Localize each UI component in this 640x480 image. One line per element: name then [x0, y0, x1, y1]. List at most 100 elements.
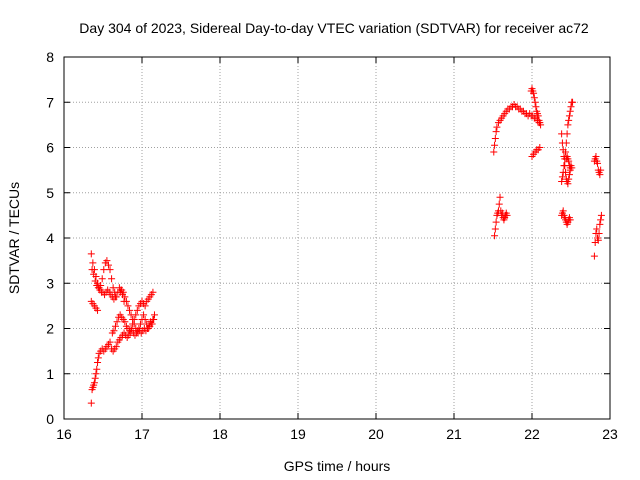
y-tick-label: 8: [46, 49, 54, 65]
series-arc-j: [491, 193, 511, 240]
y-tick-label: 6: [46, 140, 54, 156]
series-arc-p: [590, 153, 605, 179]
x-tick-label: 16: [56, 426, 72, 442]
data-point: [567, 103, 575, 111]
y-tick-label: 1: [46, 366, 54, 382]
data-point: [491, 134, 499, 142]
data-point: [147, 320, 155, 328]
data-point: [98, 275, 106, 283]
data-point: [91, 374, 99, 382]
data-point: [111, 293, 119, 301]
data-point: [492, 218, 500, 226]
y-tick-label: 7: [46, 94, 54, 110]
data-point: [565, 171, 573, 179]
data-point: [565, 112, 573, 120]
data-point: [495, 200, 503, 208]
data-point: [536, 119, 544, 127]
data-point: [566, 216, 574, 224]
x-axis-label: GPS time / hours: [284, 458, 391, 474]
series-arc-b: [87, 297, 102, 314]
data-point: [565, 157, 573, 165]
data-point: [127, 311, 135, 319]
y-tick-label: 3: [46, 275, 54, 291]
data-point: [112, 343, 120, 351]
data-point: [594, 236, 602, 244]
data-point: [94, 358, 102, 366]
data-point: [89, 259, 97, 267]
x-tick-label: 21: [446, 426, 462, 442]
data-point: [558, 173, 566, 181]
series-arc-f: [116, 286, 158, 335]
data-point: [536, 144, 544, 151]
data-point: [108, 275, 116, 283]
data-point: [590, 252, 598, 260]
data-point: [91, 277, 99, 285]
y-tick-label: 4: [46, 230, 54, 246]
data-point: [149, 315, 157, 323]
data-point: [113, 318, 121, 326]
data-point: [149, 288, 157, 296]
data-point: [121, 293, 129, 301]
data-point: [564, 121, 572, 129]
chart-title: Day 304 of 2023, Sidereal Day-to-day VTE…: [79, 20, 589, 36]
series-arc-i: [528, 144, 544, 161]
data-point: [531, 98, 539, 106]
y-axis-ticks: 0 1 2 3 4 5 6 7 8: [46, 49, 610, 427]
data-points: [87, 85, 605, 407]
data-point: [491, 225, 499, 233]
x-tick-label: 22: [524, 426, 540, 442]
data-point: [491, 232, 499, 240]
data-point: [87, 399, 95, 407]
data-point: [534, 112, 542, 120]
data-point: [93, 365, 101, 373]
data-point: [94, 354, 102, 362]
data-point: [104, 261, 112, 269]
data-point: [133, 306, 141, 314]
data-point: [562, 139, 570, 147]
data-point: [566, 164, 574, 172]
data-point: [565, 175, 573, 183]
data-point: [593, 225, 601, 233]
data-point: [129, 315, 137, 323]
data-point: [597, 216, 605, 224]
data-point: [493, 123, 501, 131]
x-tick-label: 20: [368, 426, 384, 442]
x-tick-label: 17: [134, 426, 150, 442]
x-tick-label: 19: [290, 426, 306, 442]
data-point: [530, 89, 538, 97]
data-point: [562, 148, 570, 156]
series-arc-l: [558, 98, 577, 185]
series-arc-c: [88, 266, 119, 303]
data-point: [140, 311, 148, 319]
data-point: [558, 177, 566, 185]
data-point: [141, 302, 149, 310]
data-point: [596, 171, 604, 179]
data-point: [565, 116, 573, 124]
data-point: [111, 322, 119, 330]
data-point: [491, 141, 499, 149]
data-point: [90, 379, 98, 387]
data-point: [106, 338, 114, 346]
data-point: [141, 315, 149, 323]
data-point: [566, 107, 574, 115]
data-point: [594, 159, 602, 167]
data-point: [119, 288, 127, 296]
data-point: [492, 128, 500, 136]
data-point: [592, 153, 600, 161]
series-arc-d: [87, 315, 158, 407]
data-point: [100, 266, 108, 274]
data-point: [530, 94, 538, 102]
data-point: [564, 180, 572, 188]
data-point: [597, 166, 605, 174]
data-point: [595, 229, 603, 237]
y-axis-label: SDTVAR / TECUs: [6, 182, 22, 294]
data-point: [563, 130, 571, 138]
series-arc-o: [590, 211, 605, 260]
data-point: [121, 318, 129, 326]
data-point: [87, 250, 95, 258]
data-point: [597, 211, 605, 219]
data-point: [122, 297, 130, 305]
data-point: [135, 325, 143, 332]
data-point: [110, 327, 118, 335]
